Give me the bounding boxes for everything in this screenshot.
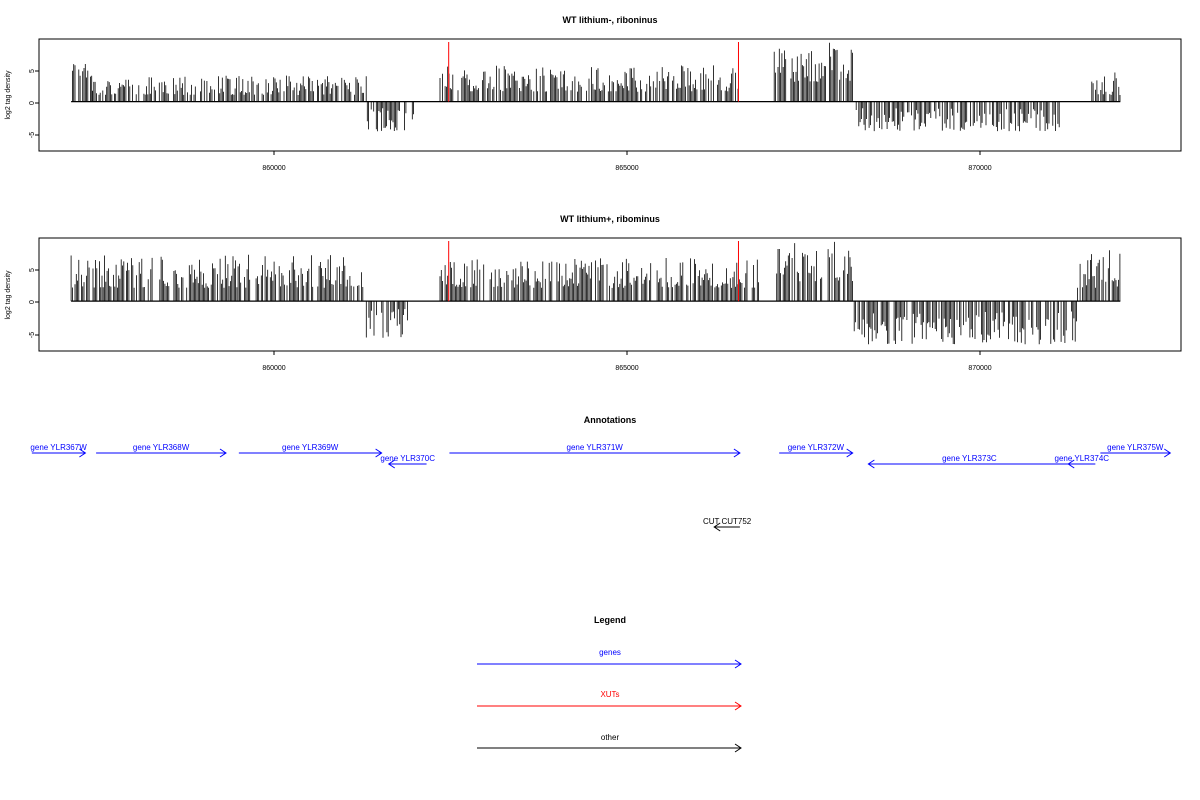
density-bars [71, 42, 1121, 132]
arrow-icon [219, 448, 227, 458]
gene-label: gene YLR374C [1055, 454, 1110, 463]
legend: Legend genes XUTs other [477, 615, 742, 753]
xut-markers [448, 42, 739, 102]
x-tick-label: 860000 [262, 165, 285, 172]
y-tick-label: -5 [29, 132, 36, 138]
x-tick-label: 865000 [615, 365, 638, 372]
x-tick-label: 860000 [262, 365, 285, 372]
gene-label: gene YLR372W [788, 443, 845, 452]
x-tick-label: 865000 [615, 165, 638, 172]
annotations-track: Annotations gene YLR367W gene YLR368W gene… [30, 415, 1172, 532]
legend-item-xuts: XUTs [477, 690, 742, 711]
density-bar-series [70, 241, 1121, 345]
plot-frame [38, 237, 1182, 352]
y-tick-label: -5 [29, 332, 36, 338]
track-title: WT lithium-, riboninus [563, 15, 658, 25]
legend-label: XUTs [600, 690, 619, 699]
track-title: WT lithium+, ribominus [560, 214, 660, 224]
density-bars [70, 241, 1121, 345]
arrow-icon [846, 448, 854, 458]
gene-label: gene YLR373C [942, 454, 997, 463]
x-tick-label: 870000 [968, 365, 991, 372]
y-tick-label: 0 [29, 300, 36, 304]
legend-item-other: other [477, 733, 742, 753]
arrow-icon [713, 522, 721, 532]
legend-item-genes: genes [477, 648, 742, 669]
xut-markers [448, 241, 739, 302]
arrow-icon [867, 459, 875, 469]
arrow-icon [387, 459, 396, 469]
plot-frame [38, 38, 1182, 152]
y-axis-label: log2 tag density [5, 270, 12, 320]
y-tick-label: 0 [29, 101, 36, 105]
track-wt-lithium-minus: WT lithium-, riboninus log2 tag density … [5, 15, 1182, 172]
arrow-icon [1067, 459, 1075, 469]
track-wt-lithium-plus: WT lithium+, ribominus log2 tag density … [5, 214, 1182, 372]
arrow-icon [375, 448, 383, 458]
x-tick-label: 870000 [968, 165, 991, 172]
arrow-icon [1164, 448, 1172, 458]
y-axis-label: log2 tag density [5, 70, 12, 120]
y-tick-label: 5 [29, 69, 36, 73]
gene-label: gene YLR368W [133, 443, 190, 452]
feature-arrows: gene YLR367W gene YLR368W gene YLR369W gene… [30, 443, 1172, 532]
legend-label: genes [599, 648, 621, 657]
gene-label: gene YLR369W [282, 443, 339, 452]
arrow-icon [733, 448, 741, 458]
gene-label: gene YLR367W [30, 443, 87, 452]
gene-label: gene YLR370C [380, 454, 435, 463]
other-label: CUT CUT752 [703, 517, 752, 526]
density-bar-series [72, 42, 1121, 132]
gene-label: gene YLR375W [1107, 443, 1164, 452]
annotations-title: Annotations [584, 415, 637, 425]
legend-label: other [601, 733, 620, 742]
legend-title: Legend [594, 615, 626, 625]
axis-ticks [35, 269, 981, 355]
arrow-icon [734, 701, 742, 711]
gene-label: gene YLR371W [567, 443, 624, 452]
arrow-icon [734, 743, 742, 753]
arrow-icon [734, 659, 742, 669]
arrow-icon [79, 448, 87, 458]
y-tick-label: 5 [29, 268, 36, 272]
axis-ticks [35, 70, 981, 155]
